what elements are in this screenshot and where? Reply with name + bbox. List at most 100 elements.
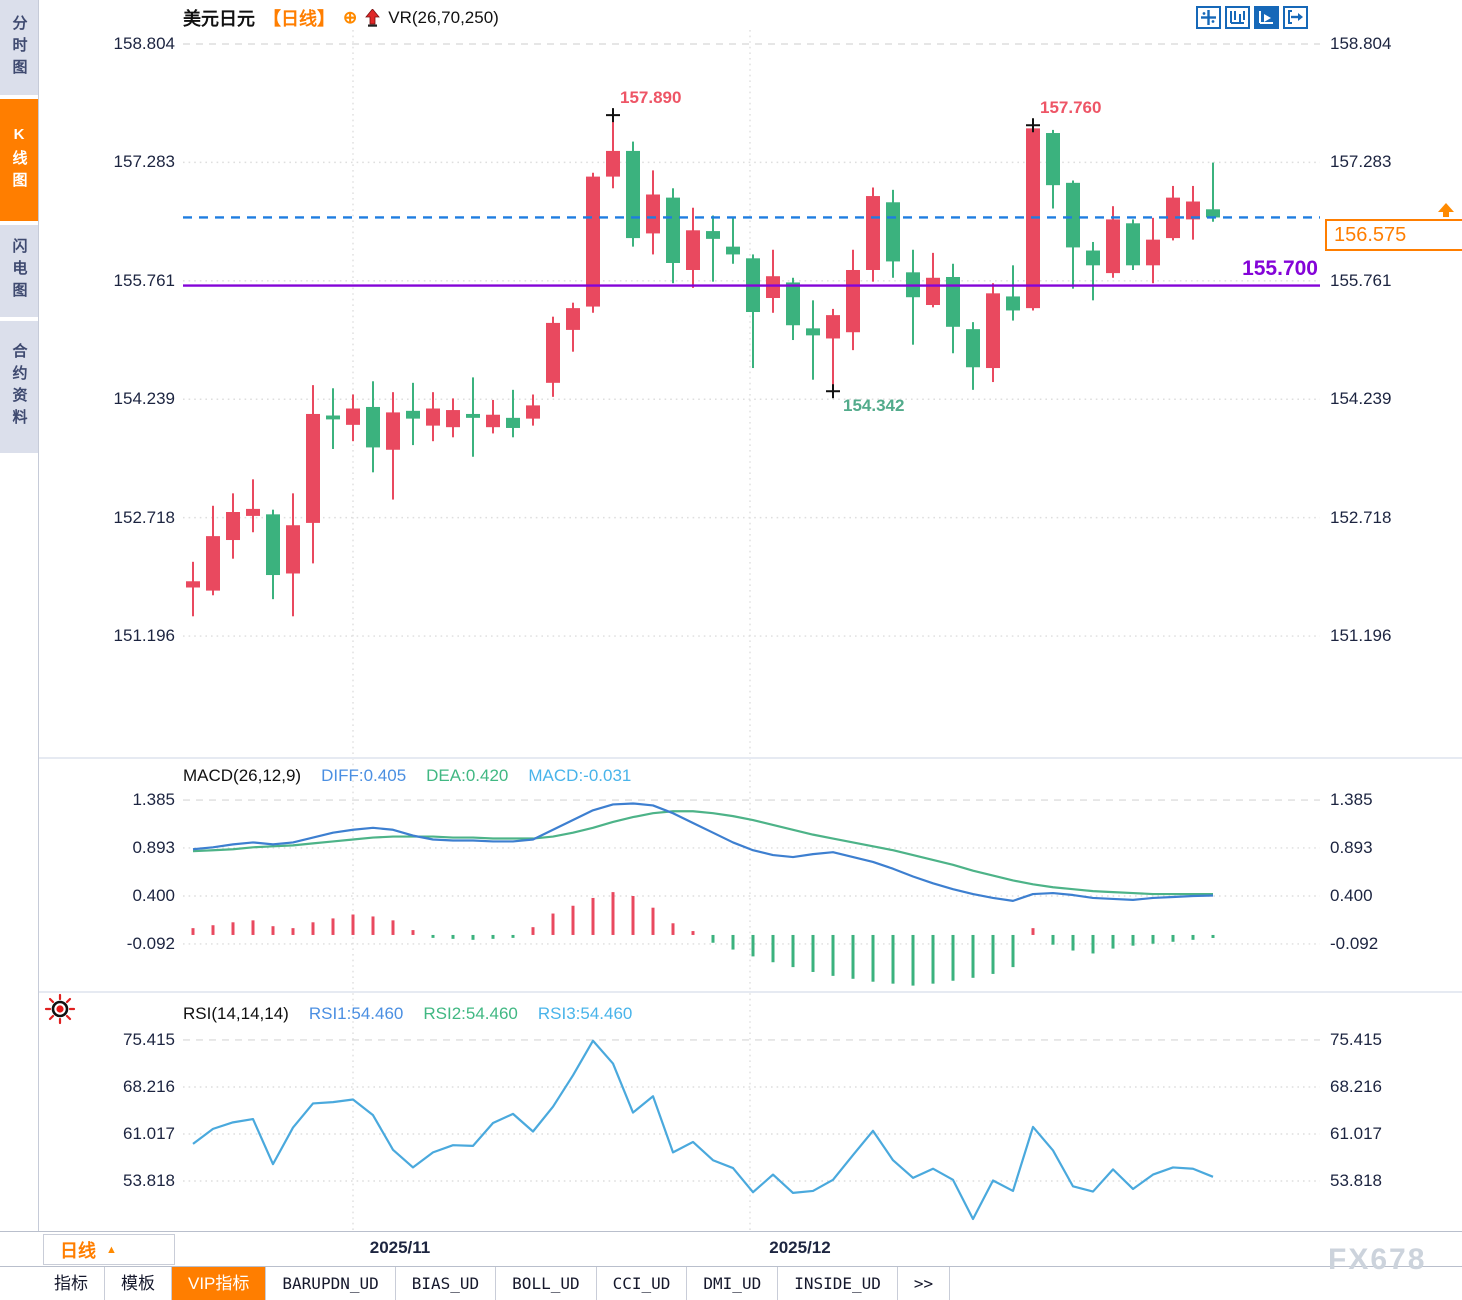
- candle-body[interactable]: [726, 246, 740, 255]
- candle-body[interactable]: [706, 231, 720, 239]
- hot-indicator-icon[interactable]: [44, 993, 76, 1030]
- rsi2-value: RSI2:54.460: [423, 1004, 518, 1023]
- candle-body[interactable]: [586, 176, 600, 307]
- candle-body[interactable]: [1146, 239, 1160, 266]
- add-indicator-icon[interactable]: ⊕: [343, 8, 358, 27]
- candle-body[interactable]: [786, 282, 800, 326]
- candle-body[interactable]: [426, 408, 440, 426]
- candle-body[interactable]: [226, 512, 240, 541]
- candle-body[interactable]: [466, 413, 480, 418]
- candle-body[interactable]: [206, 536, 220, 591]
- tab-INSIDE_UD[interactable]: INSIDE_UD: [778, 1267, 898, 1300]
- candle-body[interactable]: [606, 150, 620, 177]
- candle-body[interactable]: [506, 417, 520, 428]
- macd-axis-label: 1.385: [132, 790, 175, 810]
- tab-DMI_UD[interactable]: DMI_UD: [687, 1267, 779, 1300]
- candle-body[interactable]: [1106, 219, 1120, 274]
- candle-body[interactable]: [366, 406, 380, 448]
- high-label-157890: 157.890: [620, 88, 682, 107]
- candle-body[interactable]: [266, 514, 280, 576]
- candle-body[interactable]: [306, 413, 320, 523]
- macd-axis-label: 0.893: [132, 837, 175, 857]
- rsi3-value: RSI3:54.460: [537, 1004, 633, 1023]
- period-dropdown[interactable]: 日线 ▲: [43, 1234, 175, 1265]
- candle-body[interactable]: [486, 414, 500, 428]
- symbol-title: 美元日元: [183, 9, 255, 29]
- candle-body[interactable]: [326, 415, 340, 420]
- candle-body[interactable]: [406, 410, 420, 419]
- macd-axis-label: -0.092: [1330, 933, 1379, 953]
- candle-body[interactable]: [386, 412, 400, 450]
- tab-CCI_UD[interactable]: CCI_UD: [597, 1267, 688, 1300]
- candle-body[interactable]: [646, 194, 660, 234]
- candle-body[interactable]: [946, 276, 960, 327]
- candle-body[interactable]: [566, 308, 580, 330]
- rsi-axis-label: 53.818: [123, 1171, 175, 1190]
- candle-body[interactable]: [286, 525, 300, 574]
- tab-BOLL_UD[interactable]: BOLL_UD: [496, 1267, 597, 1300]
- candle-body[interactable]: [526, 405, 540, 419]
- candle-body[interactable]: [826, 315, 840, 339]
- sidebar-item-1[interactable]: 分时图: [0, 0, 38, 95]
- candle-body[interactable]: [766, 276, 780, 299]
- x-axis-row: 日线 ▲ 2025/11 2025/12: [0, 1231, 1462, 1266]
- auto-scale-icon[interactable]: [1254, 6, 1279, 29]
- price-axis-label: 155.761: [113, 270, 175, 290]
- rsi-params[interactable]: RSI(14,14,14): [183, 1004, 289, 1023]
- candle-body[interactable]: [1066, 182, 1080, 248]
- candle-body[interactable]: [886, 202, 900, 262]
- candle-body[interactable]: [866, 196, 880, 270]
- sidebar-item-2[interactable]: K线图: [0, 99, 38, 221]
- candle-body[interactable]: [186, 581, 200, 588]
- rsi-axis-label: 68.216: [123, 1076, 175, 1096]
- tab-模板[interactable]: 模板: [105, 1267, 172, 1300]
- watermark: FX678: [1328, 1243, 1427, 1276]
- candle-body[interactable]: [1166, 197, 1180, 239]
- candle-body[interactable]: [1126, 223, 1140, 266]
- candle-body[interactable]: [446, 410, 460, 428]
- candle-body[interactable]: [1206, 209, 1220, 218]
- rsi1-value: RSI1:54.460: [308, 1004, 404, 1023]
- candle-body[interactable]: [926, 277, 940, 306]
- price-axis-label: 151.196: [113, 626, 175, 646]
- price-axis-label: 152.718: [113, 507, 175, 527]
- candle-body[interactable]: [246, 508, 260, 516]
- candle-body[interactable]: [1086, 250, 1100, 266]
- panel-divider: [38, 757, 1462, 759]
- tab->>[interactable]: >>: [898, 1267, 951, 1300]
- candle-body[interactable]: [966, 329, 980, 368]
- candle-body[interactable]: [666, 197, 680, 263]
- high-label-157760: 157.760: [1040, 98, 1102, 117]
- candle-body[interactable]: [806, 328, 820, 336]
- sidebar-item-4[interactable]: 合约资料: [0, 321, 38, 453]
- rsi-axis-label: 61.017: [1330, 1124, 1382, 1143]
- candle-body[interactable]: [1186, 201, 1200, 220]
- candle-body[interactable]: [346, 408, 360, 425]
- macd-params[interactable]: MACD(26,12,9): [183, 766, 302, 785]
- price-axis-label: 151.196: [1330, 626, 1392, 646]
- price-axis-label: 152.718: [1330, 507, 1392, 527]
- axis-range-icon[interactable]: [1225, 6, 1250, 29]
- candle-body[interactable]: [546, 322, 560, 383]
- pan-crosshair-icon[interactable]: [1196, 6, 1221, 29]
- sidebar-item-3[interactable]: 闪电图: [0, 225, 38, 317]
- candle-body[interactable]: [1046, 133, 1060, 186]
- support-line-label: 155.700: [1242, 257, 1318, 280]
- tab-VIP指标[interactable]: VIP指标: [172, 1267, 267, 1300]
- tab-BARUPDN_UD[interactable]: BARUPDN_UD: [266, 1267, 396, 1300]
- shift-right-icon[interactable]: [1283, 6, 1308, 29]
- candle-body[interactable]: [686, 230, 700, 270]
- candle-body[interactable]: [986, 293, 1000, 369]
- rsi-axis-label: 61.017: [123, 1124, 175, 1143]
- macd-dea-value: DEA:0.420: [426, 766, 509, 785]
- tab-指标[interactable]: 指标: [38, 1267, 105, 1300]
- candle-body[interactable]: [626, 150, 640, 239]
- indicator-label[interactable]: VR(26,70,250): [388, 8, 499, 27]
- candle-body[interactable]: [1006, 296, 1020, 311]
- tab-BIAS_UD[interactable]: BIAS_UD: [396, 1267, 497, 1300]
- period-tag[interactable]: 【日线】: [263, 9, 335, 29]
- price-up-arrow-icon: [1438, 203, 1454, 212]
- candle-body[interactable]: [846, 269, 860, 333]
- price-axis-label: 158.804: [1330, 34, 1392, 53]
